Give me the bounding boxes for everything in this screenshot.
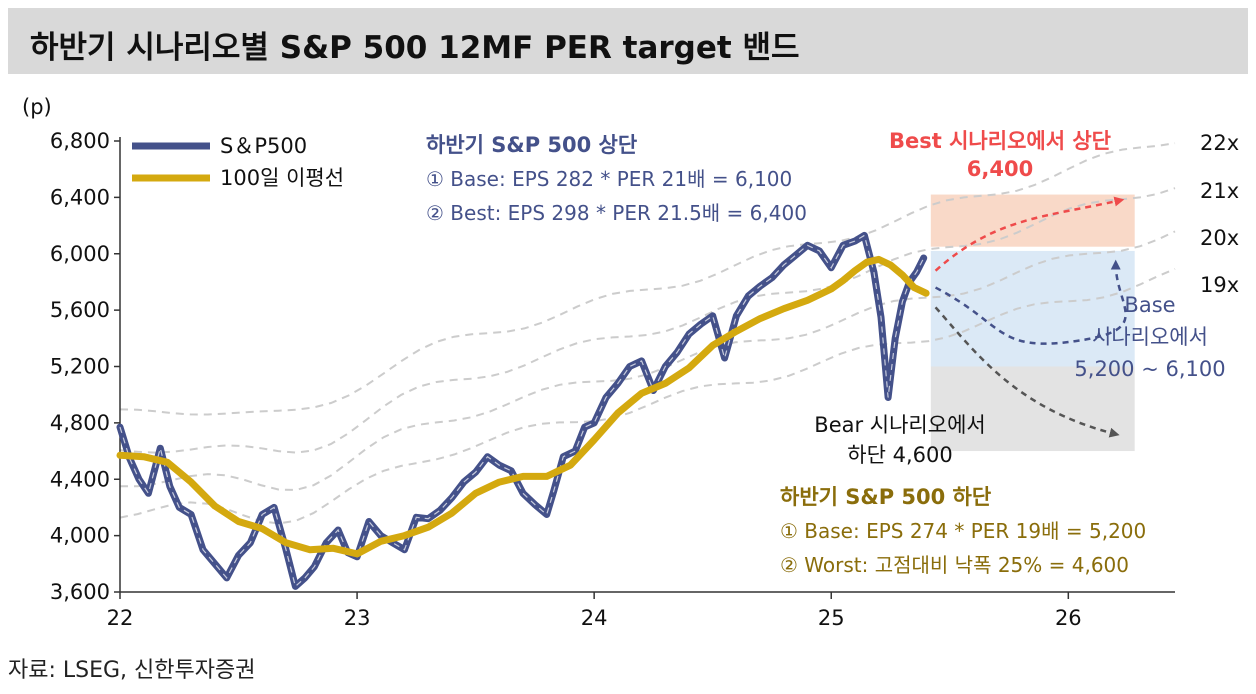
lower-line2: ② Worst: 고점대비 낙폭 25% = 4,600 bbox=[780, 553, 1129, 577]
bear-annotation: Bear 시나리오에서 하단 4,600 bbox=[814, 413, 985, 467]
series-lines bbox=[116, 231, 930, 590]
scenario-boxes bbox=[930, 194, 1135, 452]
band-line-22x bbox=[119, 142, 1176, 416]
upper-annotation: 하반기 S&P 500 상단 ① Base: EPS 282 * PER 21배… bbox=[426, 133, 807, 225]
best-label: Best 시나리오에서 상단 bbox=[889, 129, 1111, 153]
y-tick-label: 4,000 bbox=[50, 524, 110, 548]
bear-arrow bbox=[934, 306, 1120, 438]
bear-label: Bear 시나리오에서 bbox=[814, 413, 985, 437]
y-tick-label: 3,600 bbox=[50, 580, 110, 604]
scenario-box-bear bbox=[930, 366, 1135, 452]
best-arrow bbox=[934, 196, 1125, 272]
best-annotation: Best 시나리오에서 상단 6,400 bbox=[889, 129, 1111, 181]
legend-label-sp500: S＆P500 bbox=[220, 134, 307, 158]
legend: S＆P500 100일 이평선 bbox=[132, 134, 344, 190]
band-label-20x: 20x bbox=[1200, 226, 1239, 250]
lower-line1: ① Base: EPS 274 * PER 19배 = 5,200 bbox=[780, 519, 1146, 543]
y-tick-label: 5,200 bbox=[50, 355, 110, 379]
y-tick-label: 6,000 bbox=[50, 242, 110, 266]
chart-title: 하반기 시나리오별 S&P 500 12MF PER target 밴드 bbox=[30, 30, 800, 66]
y-tick-label: 4,400 bbox=[50, 467, 110, 491]
scenario-box-best bbox=[930, 194, 1135, 247]
legend-label-ma100: 100일 이평선 bbox=[220, 166, 344, 190]
band-lines bbox=[119, 142, 1176, 525]
bear-value: 하단 4,600 bbox=[847, 443, 952, 467]
ma100-line bbox=[116, 255, 930, 558]
upper-line2: ② Best: EPS 298 * PER 21.5배 = 6,400 bbox=[426, 201, 807, 225]
y-tick-label: 5,600 bbox=[50, 298, 110, 322]
scenario-box-base bbox=[930, 250, 1135, 367]
source-note: 자료: LSEG, 신한투자증권 bbox=[8, 658, 256, 683]
band-labels: 22x 21x 20x 19x bbox=[1200, 131, 1239, 297]
x-tick-label: 22 bbox=[107, 606, 134, 630]
y-tick-label: 4,800 bbox=[50, 411, 110, 435]
base-range: 5,200 ~ 6,100 bbox=[1074, 357, 1225, 381]
x-tick-label: 23 bbox=[344, 606, 371, 630]
x-tick-label: 25 bbox=[818, 606, 845, 630]
upper-line1: ① Base: EPS 282 * PER 21배 = 6,100 bbox=[426, 167, 792, 191]
sp500-line-highlight bbox=[119, 234, 925, 588]
upper-title: 하반기 S&P 500 상단 bbox=[426, 133, 637, 157]
band-label-22x: 22x bbox=[1200, 131, 1239, 155]
base-label1: Base bbox=[1124, 293, 1175, 317]
y-tick-label: 6,400 bbox=[50, 185, 110, 209]
best-value: 6,400 bbox=[967, 157, 1033, 181]
y-axis-label: (p) bbox=[22, 95, 52, 119]
x-tick-label: 24 bbox=[581, 606, 608, 630]
base-arrow bbox=[934, 259, 1127, 345]
lower-annotation: 하반기 S&P 500 하단 ① Base: EPS 274 * PER 19배… bbox=[780, 485, 1146, 577]
scenario-arrows bbox=[934, 196, 1127, 438]
base-label2: 시나리오에서 bbox=[1092, 325, 1208, 349]
lower-title: 하반기 S&P 500 하단 bbox=[780, 485, 991, 509]
band-label-21x: 21x bbox=[1200, 179, 1239, 203]
axes: 3,600 4,000 4,400 4,800 5,200 5,600 6,000 6,400… bbox=[50, 129, 1175, 630]
band-label-19x: 19x bbox=[1200, 273, 1239, 297]
x-tick-label: 26 bbox=[1055, 606, 1082, 630]
base-annotation: Base 시나리오에서 5,200 ~ 6,100 bbox=[1074, 293, 1225, 381]
title-bar: 하반기 시나리오별 S&P 500 12MF PER target 밴드 bbox=[8, 8, 1248, 74]
y-tick-label: 6,800 bbox=[50, 129, 110, 153]
